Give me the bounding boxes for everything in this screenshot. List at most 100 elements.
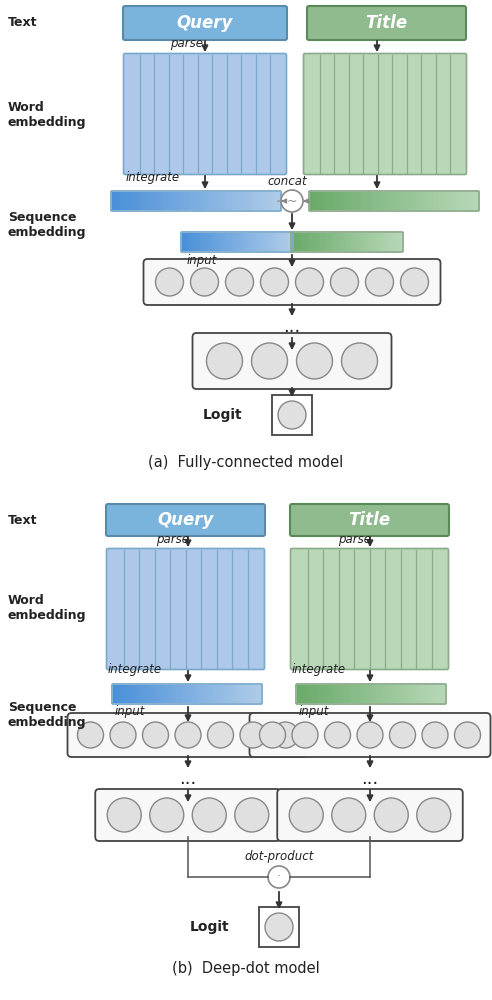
Bar xyxy=(143,192,146,210)
Bar xyxy=(212,233,214,251)
Bar xyxy=(116,685,119,703)
Bar xyxy=(361,685,364,703)
Bar xyxy=(162,192,166,210)
Bar xyxy=(165,685,168,703)
Text: ~: ~ xyxy=(287,194,297,208)
Bar xyxy=(411,192,414,210)
Circle shape xyxy=(110,722,136,748)
Bar xyxy=(386,192,389,210)
Bar xyxy=(246,192,250,210)
Bar xyxy=(405,192,408,210)
Bar xyxy=(162,685,165,703)
Bar xyxy=(388,685,391,703)
Bar xyxy=(208,233,210,251)
Bar xyxy=(231,685,234,703)
Bar xyxy=(351,685,354,703)
Bar xyxy=(297,685,300,703)
Bar xyxy=(245,233,246,251)
Bar xyxy=(123,685,126,703)
Bar xyxy=(214,685,217,703)
Bar xyxy=(230,233,232,251)
Bar xyxy=(258,192,261,210)
Bar xyxy=(212,685,215,703)
Bar xyxy=(184,233,186,251)
Text: input: input xyxy=(299,705,329,718)
Bar xyxy=(310,192,313,210)
Bar xyxy=(395,233,397,251)
Bar xyxy=(283,233,285,251)
Circle shape xyxy=(390,722,416,748)
Bar xyxy=(171,192,174,210)
Bar xyxy=(419,192,423,210)
Bar xyxy=(354,685,357,703)
Bar xyxy=(315,192,319,210)
Bar xyxy=(241,685,244,703)
Bar xyxy=(374,233,377,251)
FancyBboxPatch shape xyxy=(192,333,392,389)
Bar xyxy=(222,233,225,251)
Bar xyxy=(155,685,158,703)
Bar xyxy=(332,685,335,703)
Circle shape xyxy=(341,343,377,379)
Bar xyxy=(428,192,431,210)
Bar xyxy=(148,685,151,703)
Bar xyxy=(263,192,267,210)
Bar xyxy=(349,233,351,251)
Bar xyxy=(467,192,470,210)
Text: ...: ... xyxy=(362,770,379,788)
Bar xyxy=(200,233,203,251)
Bar xyxy=(210,192,214,210)
Bar xyxy=(204,233,206,251)
Text: parse: parse xyxy=(156,534,189,546)
Bar xyxy=(260,192,264,210)
Bar xyxy=(433,192,436,210)
Circle shape xyxy=(190,268,218,296)
Bar xyxy=(310,233,313,251)
Circle shape xyxy=(251,343,287,379)
Bar xyxy=(355,192,358,210)
Bar xyxy=(239,233,241,251)
Bar xyxy=(294,233,296,251)
Circle shape xyxy=(325,722,350,748)
Circle shape xyxy=(175,722,201,748)
Bar xyxy=(389,233,392,251)
Text: integrate: integrate xyxy=(126,170,180,184)
Bar xyxy=(305,685,308,703)
Circle shape xyxy=(155,268,184,296)
Bar xyxy=(204,192,208,210)
Bar xyxy=(269,192,272,210)
Bar xyxy=(321,192,325,210)
Bar xyxy=(172,685,175,703)
Circle shape xyxy=(357,722,383,748)
Bar xyxy=(329,233,331,251)
Bar xyxy=(436,192,439,210)
Bar xyxy=(249,192,252,210)
Bar xyxy=(177,192,180,210)
Bar xyxy=(227,192,230,210)
Bar xyxy=(338,192,341,210)
Bar xyxy=(323,233,326,251)
Bar xyxy=(362,233,364,251)
Bar xyxy=(290,233,293,251)
Bar xyxy=(256,685,259,703)
Bar xyxy=(308,233,311,251)
Bar xyxy=(192,685,195,703)
Bar xyxy=(299,233,302,251)
Bar xyxy=(140,685,143,703)
Bar xyxy=(456,192,459,210)
Bar xyxy=(270,233,273,251)
Bar xyxy=(296,233,298,251)
Bar xyxy=(265,233,267,251)
Bar xyxy=(185,192,188,210)
Bar xyxy=(439,192,442,210)
Circle shape xyxy=(235,798,269,832)
Bar xyxy=(257,233,259,251)
Bar xyxy=(216,685,219,703)
Bar xyxy=(331,233,333,251)
Bar xyxy=(272,192,275,210)
Bar xyxy=(324,685,327,703)
FancyBboxPatch shape xyxy=(123,6,287,40)
Bar xyxy=(387,233,390,251)
Bar xyxy=(314,685,317,703)
Bar xyxy=(263,233,265,251)
